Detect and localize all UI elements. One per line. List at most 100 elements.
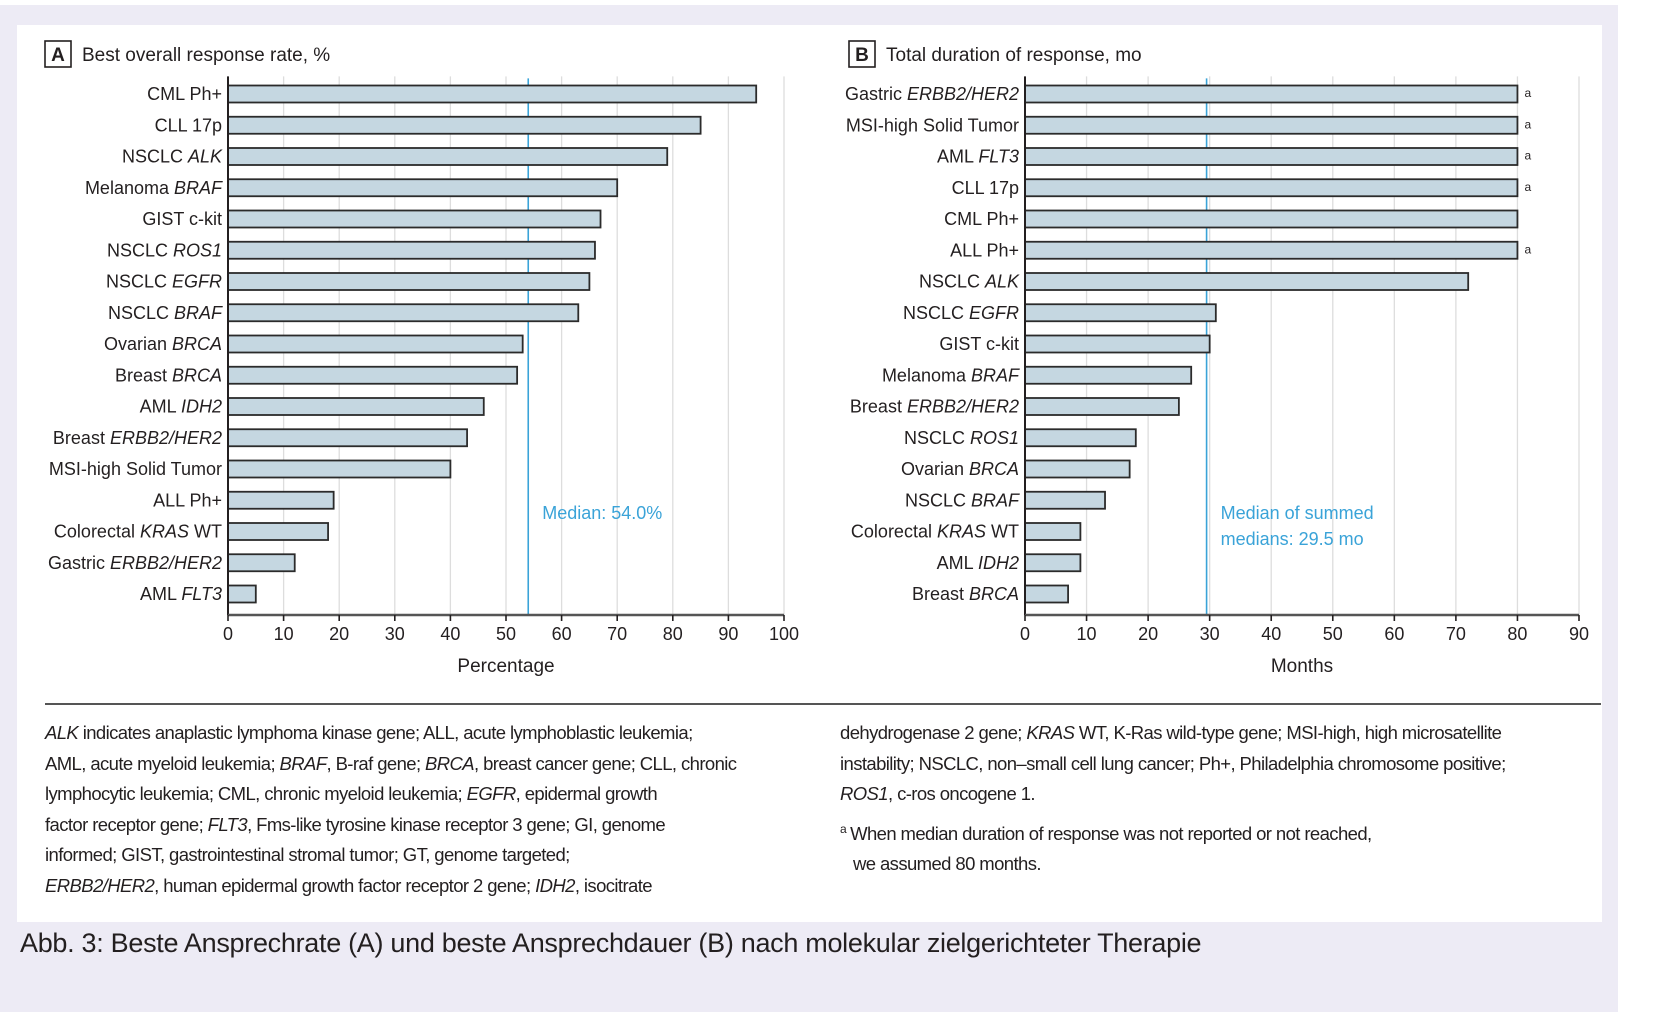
x-tick-label: 20 [329,624,349,644]
note-line: instability; NSCLC, non–small cell lung … [840,749,1610,780]
category-label: Melanoma BRAF [882,365,1020,385]
bar [1024,428,1137,448]
bar [227,209,602,229]
bar [227,272,591,291]
chart-title: Best overall response rate, % [82,45,330,66]
category-label: Gastric ERBB2/HER2 [845,84,1019,104]
note-text: , human epidermal growth factor receptor… [154,874,536,896]
note-text: , isocitrate [574,874,653,896]
category-label: NSCLC ROS1 [107,240,222,260]
note-text: , Fms-like tyrosine kinase receptor 3 ge… [247,813,666,835]
category-label-prefix: CLL 17p [952,178,1019,198]
bar [227,115,702,135]
category-label: Colorectal KRAS WT [851,522,1019,542]
note-term: BRCA [425,752,475,774]
footnote-marker: a [1524,242,1531,256]
category-label-prefix: Breast [53,428,110,448]
category-label: Gastric ERBB2/HER2 [48,553,222,573]
x-tick-label: 100 [769,624,799,644]
bar [1024,303,1217,323]
category-label-gene: BRCA [172,334,222,354]
category-label-gene: ERBB2/HER2 [907,84,1019,104]
category-label-gene: IDH2 [181,397,222,417]
note-term: IDH2 [535,874,575,896]
note-line: ALK indicates anaplastic lymphoma kinase… [45,718,805,749]
category-label: Breast ERBB2/HER2 [850,397,1019,417]
category-label-gene: BRAF [971,490,1020,510]
median-label: Median: 54.0% [542,503,662,523]
bar [227,428,468,448]
category-label-gene: BRAF [174,178,223,198]
category-label-prefix: CML Ph+ [944,209,1019,229]
category-label: Breast BRCA [115,365,222,385]
category-label-prefix: NSCLC [106,272,172,292]
category-label: AML FLT3 [140,584,222,604]
bar [1024,115,1519,135]
median-label: medians: 29.5 mo [1221,529,1364,549]
footnote-text: When median duration of response was not… [850,822,1372,844]
category-label-prefix: ALL Ph+ [950,240,1019,260]
category-label-gene: ERBB2/HER2 [110,553,222,573]
x-tick-label: 40 [440,624,460,644]
category-label-gene: BRCA [969,459,1019,479]
x-tick-label: 80 [663,624,683,644]
bar [1024,334,1211,354]
bar [227,240,596,260]
category-label-gene: ROS1 [970,428,1019,448]
x-axis-label: Percentage [457,656,554,677]
bar [1024,553,1082,573]
category-label: Ovarian BRCA [104,334,222,354]
category-label-gene: ALK [187,147,223,167]
category-label: NSCLC EGFR [903,303,1019,323]
category-label-prefix: MSI-high Solid Tumor [846,115,1019,135]
category-label-prefix: NSCLC [108,303,174,323]
footnote-marker: a [840,821,847,836]
category-label: NSCLC BRAF [108,303,223,323]
note-text: lymphocytic leukemia; CML, chronic myelo… [45,783,467,804]
category-label-prefix: AML [140,397,181,417]
category-label-gene: BRCA [969,584,1019,604]
category-label: MSI-high Solid Tumor [49,459,222,479]
panel-letter-box [848,40,876,68]
bar [227,397,485,416]
category-label-prefix: Colorectal [851,522,937,542]
category-label: NSCLC EGFR [106,272,222,292]
bar [227,147,669,166]
note-term: ROS1 [840,783,889,804]
bar [227,178,619,198]
note-text: factor receptor gene; [45,813,208,835]
category-label: Colorectal KRAS WT [54,522,222,542]
bar [1024,397,1180,416]
note-text: indicates anaplastic lymphoma kinase gen… [78,722,694,743]
notes-left-column: ALK indicates anaplastic lymphoma kinase… [45,718,805,901]
category-label: NSCLC ALK [919,272,1020,292]
category-label-prefix: NSCLC [903,303,969,323]
x-tick-label: 70 [1446,624,1466,644]
category-label: AML IDH2 [140,397,222,417]
x-tick-label: 80 [1507,624,1527,644]
category-label: NSCLC ALK [122,147,223,167]
category-label: Melanoma BRAF [85,178,223,198]
category-label-prefix: Melanoma [882,365,971,385]
category-label-gene: KRAS [937,522,986,542]
x-tick-label: 0 [1020,624,1030,644]
category-label: AML IDH2 [937,553,1019,573]
category-label: GIST c-kit [142,209,222,229]
bar [227,553,296,573]
category-label-prefix: Gastric [48,553,110,573]
category-label-prefix: MSI-high Solid Tumor [49,459,222,479]
category-label-gene: FLT3 [181,584,222,604]
chart-panel-a: A Best overall response rate, % CML Ph+ CLL… [44,40,799,677]
note-text: instability; NSCLC, non–small cell lung … [840,752,1506,774]
note-line: ERBB2/HER2, human epidermal growth facto… [45,871,805,902]
bar [1024,490,1106,510]
bar [227,365,519,385]
panel-letter: B [855,45,869,66]
category-label: CLL 17p [952,178,1019,198]
note-text: , c-ros oncogene 1. [887,783,1036,804]
category-label-prefix: Colorectal [54,522,140,542]
chart-panel-b: B Total duration of response, mo Gastric E… [845,40,1589,677]
footnote-marker: a [1524,180,1531,194]
category-label: ALL Ph+ [950,240,1019,260]
note-text: , epidermal growth [515,783,658,804]
